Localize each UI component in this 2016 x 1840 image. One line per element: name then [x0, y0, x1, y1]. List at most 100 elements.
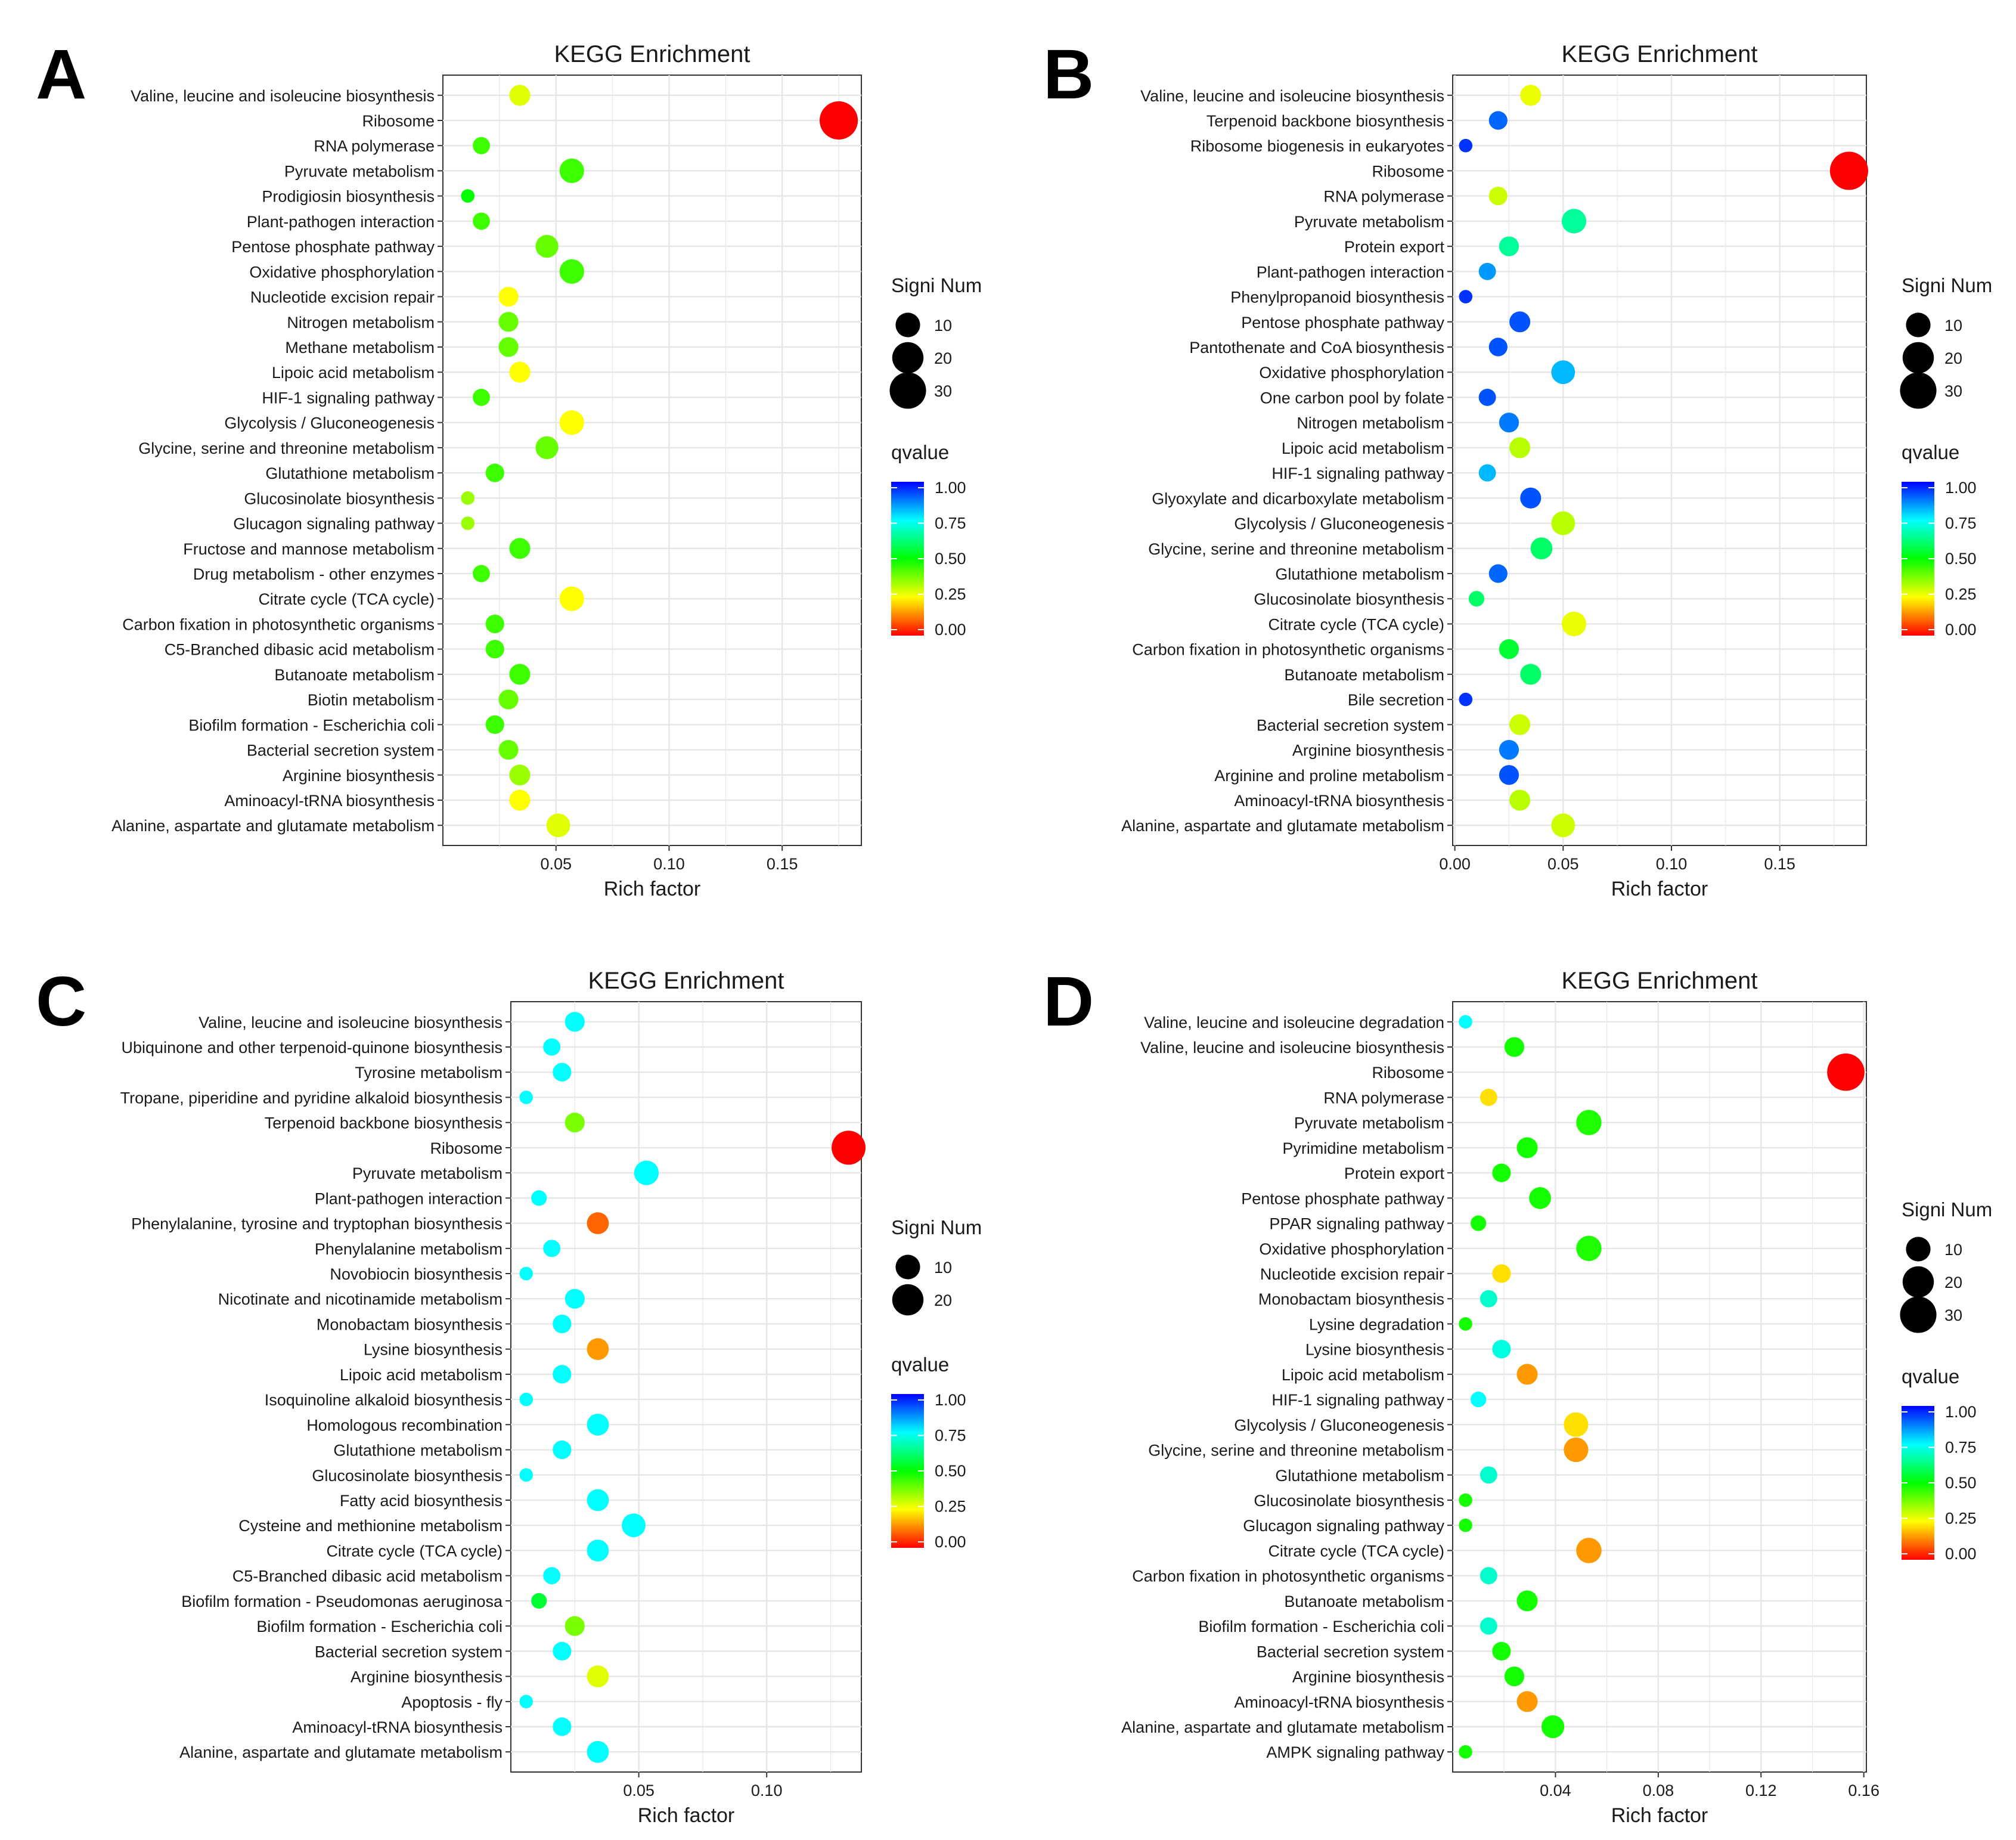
data-point — [1520, 487, 1542, 509]
y-tick-label: Glycine, serine and threonine metabolism — [1148, 540, 1444, 558]
y-tick-label: HIF-1 signaling pathway — [262, 389, 435, 407]
panel-b: B KEGG Enrichment Valine, leucine and isol… — [1043, 35, 1992, 900]
data-point — [473, 388, 490, 406]
data-point — [1516, 1364, 1538, 1385]
y-tick-label: Phenylpropanoid biosynthesis — [1230, 289, 1444, 306]
data-point — [559, 259, 584, 284]
y-tick-label: Ribosome biogenesis in eukaryotes — [1190, 137, 1444, 155]
y-tick-label: Alanine, aspartate and glutamate metabol… — [1121, 1718, 1444, 1736]
y-tick-label: Pentose phosphate pathway — [1241, 1190, 1444, 1207]
data-point — [1551, 813, 1575, 838]
data-point — [531, 1593, 547, 1609]
color-bar-label: 0.75 — [935, 515, 966, 532]
y-tick-label: Nucleotide excision repair — [1260, 1265, 1444, 1283]
data-point — [553, 1641, 572, 1661]
data-point — [1516, 1137, 1538, 1158]
size-legend-title: Signi Num — [1902, 274, 1992, 296]
chart-title: KEGG Enrichment — [1561, 968, 1757, 994]
color-bar-label: 0.75 — [1945, 515, 1977, 532]
data-point — [1480, 1567, 1497, 1585]
data-point — [519, 1266, 534, 1281]
y-tick-label: Lysine biosynthesis — [1305, 1341, 1444, 1359]
data-point — [1459, 138, 1473, 153]
data-point — [559, 410, 584, 435]
data-point — [1561, 611, 1587, 637]
y-tick-label: Arginine biosynthesis — [1292, 1668, 1444, 1686]
y-tick-label: Nitrogen metabolism — [287, 314, 435, 332]
data-point — [1541, 1715, 1565, 1739]
data-point — [587, 1665, 609, 1687]
y-tick-label: Nucleotide excision repair — [250, 289, 435, 306]
y-tick-label: C5-Branched dibasic acid metabolism — [165, 641, 435, 659]
size-legend-key — [1906, 1237, 1931, 1262]
y-tick-label: Nicotinate and nicotinamide metabolism — [218, 1290, 503, 1308]
data-point — [1529, 1187, 1551, 1209]
data-point — [546, 813, 570, 838]
data-point — [519, 1392, 534, 1407]
y-tick-label: Terpenoid backbone biosynthesis — [265, 1114, 503, 1132]
y-tick-label: Aminoacyl-tRNA biosynthesis — [1234, 1693, 1444, 1711]
y-tick-label: Ubiquinone and other terpenoid-quinone b… — [122, 1039, 503, 1057]
y-tick-label: Valine, leucine and isoleucine biosynthe… — [1140, 87, 1444, 105]
y-tick-label: Glucagon signaling pathway — [1243, 1517, 1444, 1535]
y-tick-label: Alanine, aspartate and glutamate metabol… — [111, 817, 435, 835]
data-point — [1499, 765, 1519, 785]
data-point — [535, 234, 559, 258]
y-tick-label: Glucosinolate biosynthesis — [244, 490, 435, 507]
x-tick-label: 0.08 — [1643, 1782, 1674, 1799]
y-tick-label: Valine, leucine and isoleucine biosynthe… — [1140, 1039, 1444, 1057]
data-point — [498, 689, 519, 710]
data-point — [1480, 1466, 1497, 1484]
color-bar-label: 0.00 — [1945, 621, 1977, 639]
y-tick-label: Pyruvate metabolism — [352, 1164, 503, 1182]
color-legend-title: qvalue — [1902, 1365, 1959, 1387]
y-tick-label: PPAR signaling pathway — [1269, 1215, 1444, 1233]
y-tick-label: Lipoic acid metabolism — [272, 364, 435, 382]
data-point — [473, 212, 490, 230]
data-point — [1459, 692, 1473, 707]
data-point — [1459, 1745, 1472, 1759]
data-point — [1520, 85, 1542, 106]
data-point — [1478, 464, 1496, 482]
data-point — [1551, 511, 1575, 535]
y-tick-label: Pentose phosphate pathway — [1241, 314, 1444, 332]
plot-frame — [442, 75, 862, 846]
size-legend-label: 10 — [1944, 1241, 1962, 1259]
y-tick-label: Glucagon signaling pathway — [233, 515, 435, 533]
y-tick-label: Butanoate metabolism — [1284, 1593, 1444, 1610]
color-bar-label: 0.25 — [1945, 1510, 1977, 1528]
size-legend-label: 20 — [934, 1291, 952, 1309]
data-point — [1492, 1340, 1511, 1359]
data-point — [565, 1012, 585, 1032]
grid — [1453, 75, 1866, 845]
x-tick-label: 0.10 — [1656, 855, 1688, 873]
x-axis-label: Rich factor — [604, 878, 701, 900]
data-point — [1480, 1290, 1497, 1308]
y-tick-label: Pantothenate and CoA biosynthesis — [1189, 339, 1444, 357]
y-tick-label: Biofilm formation - Escherichia coli — [256, 1618, 503, 1635]
y-tick-label: Valine, leucine and isoleucine biosynthe… — [131, 87, 435, 105]
y-tick-label: Glycolysis / Gluconeogenesis — [1234, 515, 1444, 533]
y-tick-label: Homologous recombination — [306, 1416, 503, 1434]
data-point — [565, 1113, 585, 1133]
data-point — [553, 1717, 572, 1736]
data-point — [1478, 388, 1496, 406]
data-point — [622, 1513, 646, 1538]
y-tick-label: Carbon fixation in photosynthetic organi… — [122, 615, 435, 633]
y-tick-label: AMPK signaling pathway — [1266, 1743, 1444, 1761]
color-bar-label: 0.00 — [935, 1533, 966, 1551]
chart-title: KEGG Enrichment — [1561, 41, 1757, 67]
size-legend-label: 30 — [1944, 382, 1962, 400]
data-point — [1520, 664, 1542, 685]
data-point — [1480, 1088, 1497, 1106]
plot-frame — [1452, 1001, 1867, 1773]
data-point — [461, 516, 475, 530]
data-point — [1551, 360, 1575, 385]
y-tick-label: Bile secretion — [1348, 691, 1444, 709]
y-tick-label: Carbon fixation in photosynthetic organi… — [1132, 641, 1444, 659]
panel-label: C — [36, 962, 86, 1041]
data-point — [1459, 1317, 1472, 1331]
size-legend-key — [1900, 372, 1937, 409]
color-bar-label: 0.50 — [935, 550, 966, 568]
data-point — [587, 1413, 609, 1436]
